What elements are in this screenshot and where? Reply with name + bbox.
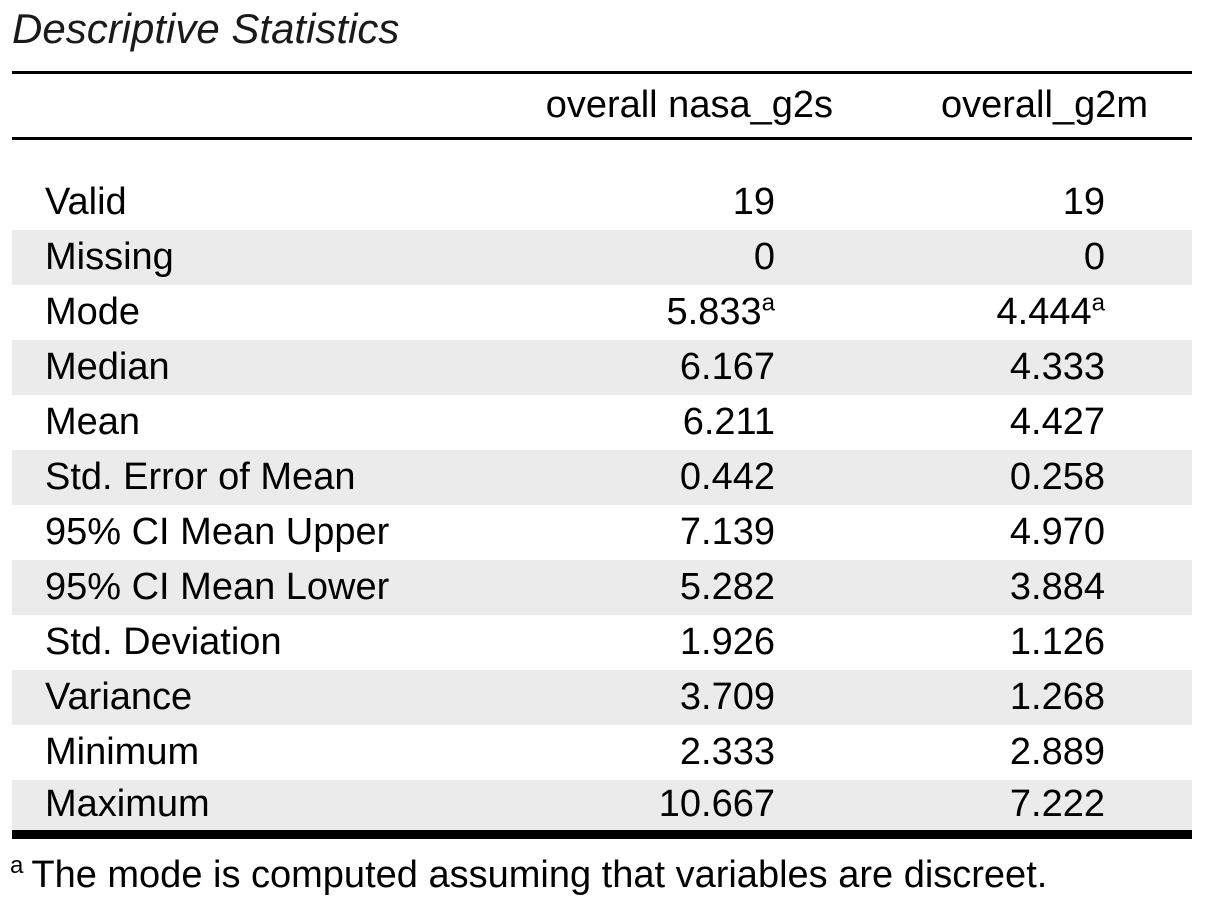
table-header: overall nasa_g2s overall_g2m (12, 72, 1192, 140)
row-label: 95% CI Mean Lower (45, 565, 390, 608)
value-cell: 1.926 (679, 620, 775, 663)
value-cell: 2.889 (1009, 730, 1105, 773)
row-label: Maximum (45, 783, 210, 826)
footnote: a The mode is computed assuming that vari… (10, 852, 1047, 898)
column-header-nasa-g2s: overall nasa_g2s (432, 72, 857, 140)
value-superscript-marker: a (1091, 288, 1105, 316)
value-cell: 19 (732, 180, 775, 223)
row-label: Mean (45, 400, 141, 443)
table-row: Mean 6.211 4.427 (12, 395, 1192, 450)
value-cell: 4.444a (996, 288, 1105, 333)
value-cell: 19 (1062, 180, 1105, 223)
row-label: Std. Deviation (45, 620, 282, 663)
value-cell: 10.667 (658, 783, 775, 826)
table-row: Mode 5.833a 4.444a (12, 285, 1192, 340)
table-row: Missing 0 0 (12, 229, 1192, 285)
value-cell: 5.833a (666, 288, 775, 333)
value-cell: 0.442 (679, 455, 775, 498)
table-row: Variance 3.709 1.268 (12, 669, 1192, 725)
header-cell-empty (12, 72, 432, 140)
table-row: Std. Deviation 1.926 1.126 (12, 615, 1192, 670)
value-cell: 4.427 (1009, 400, 1105, 443)
row-label: Valid (45, 180, 127, 223)
value-cell: 3.884 (1009, 565, 1105, 608)
value-cell: 6.211 (682, 400, 775, 443)
value-cell: 3.709 (679, 675, 775, 718)
value-cell: 0.258 (1009, 455, 1105, 498)
value-cell: 2.333 (679, 730, 775, 773)
column-header-g2m: overall_g2m (857, 72, 1192, 140)
row-label: Median (45, 345, 170, 388)
value-cell: 6.167 (679, 345, 775, 388)
table-row: Valid 19 19 (12, 175, 1192, 230)
descriptive-statistics-table: overall nasa_g2s overall_g2m Valid 19 19 Mi… (12, 71, 1192, 839)
row-label: Minimum (45, 730, 200, 773)
value-cell: 7.139 (679, 510, 775, 553)
row-label: Std. Error of Mean (45, 455, 356, 498)
value-cell: 4.333 (1009, 345, 1105, 388)
table-row: Std. Error of Mean 0.442 0.258 (12, 449, 1192, 505)
table-row: Minimum 2.333 2.889 (12, 725, 1192, 780)
header-row: overall nasa_g2s overall_g2m (12, 72, 1192, 140)
value-cell: 0 (753, 235, 775, 278)
spacer-cell (12, 138, 1192, 175)
value-cell: 5.282 (679, 565, 775, 608)
row-label: 95% CI Mean Upper (45, 510, 390, 553)
table-row: Median 6.167 4.333 (12, 339, 1192, 395)
row-label: Missing (45, 235, 174, 278)
header-gap-spacer-row (12, 138, 1192, 175)
footnote-text: The mode is computed assuming that varia… (31, 854, 1048, 896)
table-row: Maximum 10.667 7.222 (12, 779, 1192, 835)
table-title: Descriptive Statistics (12, 5, 400, 52)
value-cell: 7.222 (1009, 783, 1105, 826)
table-row: 95% CI Mean Upper 7.139 4.970 (12, 505, 1192, 560)
table-row: 95% CI Mean Lower 5.282 3.884 (12, 559, 1192, 615)
value-cell: 0 (1083, 235, 1105, 278)
value-cell: 1.126 (1009, 620, 1105, 663)
row-label: Mode (45, 290, 141, 333)
table-body: Valid 19 19 Missing 0 0 Mode 5.833a 4.444a Median… (12, 138, 1192, 835)
row-label: Variance (45, 675, 193, 718)
value-cell: 1.268 (1009, 675, 1105, 718)
value-superscript-marker: a (761, 288, 775, 316)
value-cell: 4.970 (1009, 510, 1105, 553)
footnote-marker: a (10, 852, 24, 880)
